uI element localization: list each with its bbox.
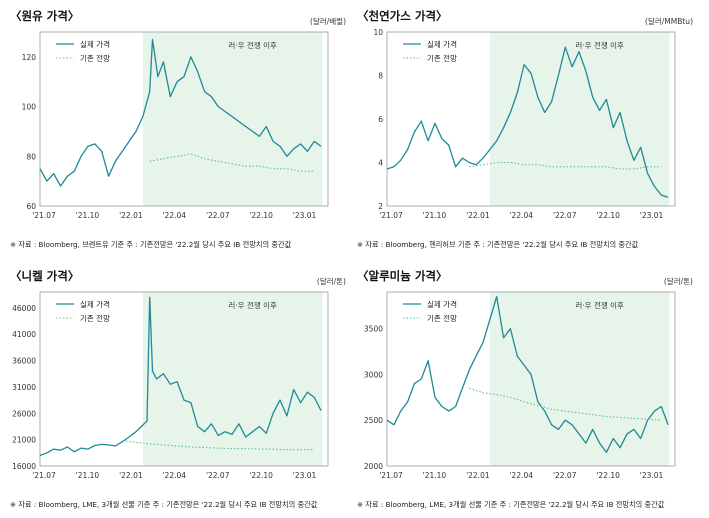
shade-label: 러·우 전쟁 이후 (228, 300, 277, 310)
y-tick-label: 3500 (364, 325, 383, 334)
x-tick-label: '22.07 (206, 471, 230, 480)
x-tick-label: '22.04 (163, 471, 187, 480)
x-tick-label: '22.01 (466, 211, 490, 220)
chart-note: ※ 자료 : Bloomberg, LME, 3개월 선물 기준 주 : 기존전… (357, 500, 665, 509)
y-tick-label: 16000 (12, 462, 36, 471)
x-tick-label: '22.07 (206, 211, 230, 220)
x-tick-label: '23.01 (293, 471, 317, 480)
x-tick-label: '21.10 (76, 471, 100, 480)
y-tick-label: 10 (373, 28, 383, 37)
legend-label-actual: 실제 가격 (427, 39, 457, 49)
x-tick-label: '23.01 (640, 471, 664, 480)
x-tick-label: '21.07 (32, 471, 56, 480)
shade-region (489, 292, 670, 466)
y-tick-label: 100 (22, 103, 37, 112)
chart-unit: (달러/톤) (663, 277, 693, 286)
shade-region (142, 292, 323, 466)
chart-panel-nickel: 〈니켈 가격〉 (달러/톤) 러·우 전쟁 이후 16000 21000 26000 3… (10, 268, 350, 518)
plot-frame (39, 31, 329, 207)
y-tick-label: 46000 (12, 304, 36, 313)
chart-panel-aluminum: 〈알루미늄 가격〉 (달러/톤) 러·우 전쟁 이후 2000 2500 3000 35… (357, 268, 697, 518)
x-tick-label: '22.01 (119, 471, 143, 480)
x-tick-label: '21.07 (379, 211, 403, 220)
chart-unit: (달러/MMBtu) (645, 17, 693, 26)
series-actual-line (386, 295, 669, 453)
legend-label-forecast: 기존 전망 (80, 313, 110, 323)
y-tick-label: 60 (26, 202, 36, 211)
x-tick-label: '22.01 (466, 471, 490, 480)
y-tick-label: 36000 (12, 357, 36, 366)
chart-title: 〈천연가스 가격〉 (357, 9, 448, 23)
chart-unit: (달러/배럴) (310, 17, 346, 26)
chart-note: ※ 자료 : Bloomberg, LME, 3개월 선물 기준 주 : 기존전… (10, 500, 318, 509)
series-forecast-line (149, 153, 315, 172)
legend-label-actual: 실제 가격 (80, 39, 110, 49)
y-tick-label: 2500 (364, 416, 383, 425)
y-tick-label: 120 (22, 53, 37, 62)
chart-note: ※ 자료 : Bloomberg, 브렌트유 기준 주 : 기존전망은 '22.… (10, 240, 292, 249)
y-tick-label: 80 (26, 152, 36, 161)
chart-panel-oil: 〈원유 가격〉 (달러/배럴) 러·우 전쟁 이후 60 80 100 120 '21.0… (10, 8, 350, 258)
legend-label-actual: 실제 가격 (80, 299, 110, 309)
series-forecast-line (469, 161, 662, 170)
x-tick-label: '21.10 (423, 211, 447, 220)
y-tick-label: 2000 (364, 462, 383, 471)
shade-region (489, 32, 670, 206)
x-tick-label: '22.04 (510, 471, 534, 480)
y-tick-label: 2 (378, 202, 383, 211)
chart-title: 〈원유 가격〉 (10, 9, 80, 23)
x-tick-label: '22.10 (596, 471, 620, 480)
chart-title: 〈니켈 가격〉 (10, 269, 80, 283)
shade-region (142, 32, 323, 206)
shade-label: 러·우 전쟁 이후 (575, 300, 624, 310)
chart-panel-gas: 〈천연가스 가격〉 (달러/MMBtu) 러·우 전쟁 이후 2 4 6 8 10 '21.… (357, 8, 697, 258)
x-tick-label: '22.10 (596, 211, 620, 220)
series-actual-line (39, 38, 322, 187)
chart-unit: (달러/톤) (316, 277, 346, 286)
x-tick-label: '21.07 (379, 471, 403, 480)
y-tick-label: 26000 (12, 409, 36, 418)
x-tick-label: '22.04 (510, 211, 534, 220)
chart-plot: 러·우 전쟁 이후 60 80 100 120 '21.07 '21.10 '22.01 '22… (22, 31, 329, 220)
y-tick-label: 8 (378, 72, 383, 81)
plot-frame (386, 291, 676, 467)
chart-note: ※ 자료 : Bloomberg, 헨리허브 기준 주 : 기존전망은 '22.… (357, 240, 639, 249)
series-actual-line (386, 46, 669, 198)
legend-label-forecast: 기존 전망 (427, 53, 457, 63)
x-tick-label: '22.07 (553, 211, 577, 220)
x-tick-label: '21.10 (423, 471, 447, 480)
y-tick-label: 3000 (364, 370, 383, 379)
x-tick-label: '22.07 (553, 471, 577, 480)
legend-label-actual: 실제 가격 (427, 299, 457, 309)
x-tick-label: '22.04 (163, 211, 187, 220)
legend-label-forecast: 기존 전망 (427, 313, 457, 323)
y-tick-label: 31000 (12, 383, 36, 392)
chart-plot: 러·우 전쟁 이후 2000 2500 3000 3500 '21.07 '21.10 '22… (364, 291, 676, 480)
series-forecast-line (122, 440, 315, 451)
y-tick-label: 6 (378, 115, 383, 124)
x-tick-label: '21.10 (76, 211, 100, 220)
y-tick-label: 41000 (12, 330, 36, 339)
x-tick-label: '23.01 (293, 211, 317, 220)
x-tick-label: '22.10 (249, 211, 273, 220)
x-tick-label: '22.01 (119, 211, 143, 220)
series-forecast-line (469, 387, 662, 421)
x-tick-label: '21.07 (32, 211, 56, 220)
chart-plot: 러·우 전쟁 이후 2 4 6 8 10 '21.07 '21.10 '22.01 '22.04 '… (373, 28, 676, 220)
y-tick-label: 21000 (12, 436, 36, 445)
series-actual-line (39, 296, 322, 457)
x-tick-label: '22.10 (249, 471, 273, 480)
y-tick-label: 4 (378, 159, 383, 168)
x-tick-label: '23.01 (640, 211, 664, 220)
shade-label: 러·우 전쟁 이후 (575, 40, 624, 50)
legend-label-forecast: 기존 전망 (80, 53, 110, 63)
shade-label: 러·우 전쟁 이후 (228, 40, 277, 50)
chart-plot: 러·우 전쟁 이후 16000 21000 26000 31000 36000 41000 4… (12, 291, 329, 480)
plot-frame (386, 31, 676, 207)
plot-frame (39, 291, 329, 467)
chart-title: 〈알루미늄 가격〉 (357, 269, 448, 283)
